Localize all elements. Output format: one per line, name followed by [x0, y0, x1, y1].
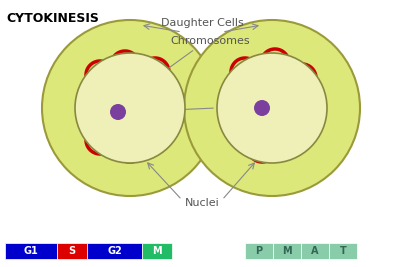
Text: A: A	[311, 246, 319, 256]
Bar	[5, 243, 57, 259]
Text: T: T	[340, 246, 346, 256]
Circle shape	[75, 53, 185, 163]
Circle shape	[254, 100, 270, 116]
Text: G1: G1	[24, 246, 38, 256]
Bar	[87, 243, 142, 259]
Text: CYTOKINESIS: CYTOKINESIS	[6, 12, 99, 25]
Text: P: P	[256, 246, 262, 256]
Circle shape	[110, 104, 126, 120]
Text: M: M	[282, 246, 292, 256]
Bar	[273, 243, 301, 259]
Bar	[142, 243, 172, 259]
Text: Chromosomes: Chromosomes	[170, 36, 250, 46]
Text: S: S	[68, 246, 76, 256]
Bar	[329, 243, 357, 259]
Text: Daughter Cells: Daughter Cells	[161, 18, 243, 28]
Text: G2: G2	[107, 246, 122, 256]
Circle shape	[217, 53, 327, 163]
Text: M: M	[152, 246, 162, 256]
Bar	[301, 243, 329, 259]
Circle shape	[184, 20, 360, 196]
Text: Nucleoli: Nucleoli	[218, 103, 263, 113]
Bar	[245, 243, 273, 259]
Bar	[57, 243, 87, 259]
Circle shape	[42, 20, 218, 196]
Text: Nuclei: Nuclei	[185, 198, 219, 208]
